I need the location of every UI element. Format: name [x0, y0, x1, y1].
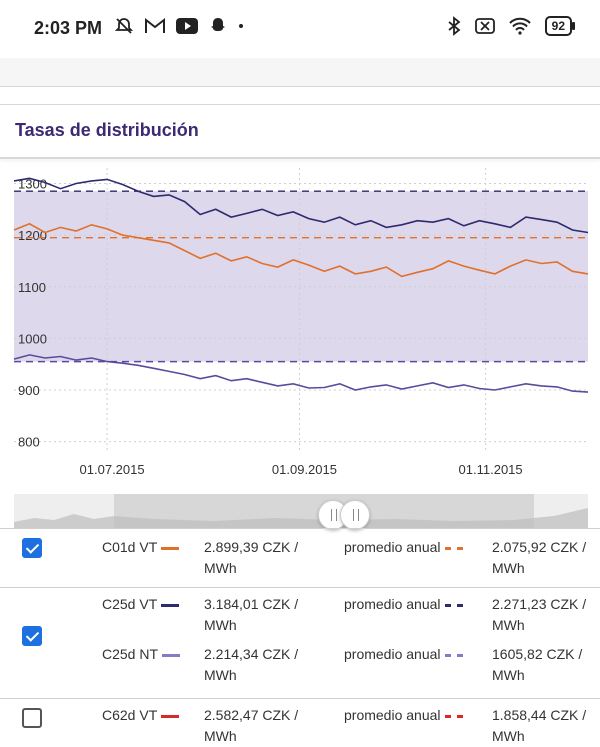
- legend-row: C62d VT 2.582,47 CZK / MWh promedio anua…: [0, 699, 600, 747]
- average-label: promedio anual: [344, 539, 441, 555]
- average-value: 1605,82 CZK / MWh: [492, 644, 592, 686]
- average-label: promedio anual: [344, 707, 441, 723]
- average-swatch: [445, 547, 463, 550]
- series-name: C62d VT: [102, 707, 157, 723]
- status-bar: 2:03 PM 92: [0, 0, 600, 58]
- series-swatch: [162, 654, 180, 657]
- series-value: 3.184,01 CZK / MWh: [204, 594, 304, 636]
- status-left-icons: [114, 16, 244, 36]
- y-tick-label: 1000: [18, 331, 47, 346]
- x-tick-label: 01.07.2015: [80, 462, 145, 477]
- average-swatch: [445, 654, 463, 657]
- average-label: promedio anual: [344, 596, 441, 612]
- series-value: 2.214,34 CZK / MWh: [204, 644, 304, 686]
- navigator-series: [14, 494, 588, 528]
- average-label: promedio anual: [344, 646, 441, 662]
- series-value: 2.582,47 CZK / MWh: [204, 705, 304, 747]
- average-swatch: [445, 604, 463, 607]
- legend-row: C01d VT 2.899,39 CZK / MWh promedio anua…: [0, 529, 600, 588]
- gmail-icon: [144, 17, 166, 35]
- average-swatch: [445, 715, 463, 718]
- navigator-handle-right[interactable]: [340, 500, 370, 530]
- chart-navigator[interactable]: [14, 494, 588, 528]
- page-title: Tasas de distribución: [15, 120, 199, 141]
- notifications-off-icon: [114, 16, 134, 36]
- series-swatch: [161, 547, 179, 550]
- dot-icon: [238, 23, 244, 29]
- series-swatch: [161, 715, 179, 718]
- y-tick-label: 800: [18, 435, 40, 450]
- average-value: 1.858,44 CZK / MWh: [492, 705, 592, 747]
- bluetooth-icon: [447, 16, 461, 36]
- series-name: C25d NT: [102, 646, 158, 662]
- youtube-icon: [176, 18, 198, 34]
- legend-row: C25d NT 2.214,34 CZK / MWh promedio anua…: [0, 640, 600, 699]
- status-right-icons: 92: [447, 16, 572, 36]
- series-legend-table: C01d VT 2.899,39 CZK / MWh promedio anua…: [0, 528, 600, 747]
- series-checkbox-c25d[interactable]: [22, 626, 42, 646]
- status-time: 2:03 PM: [34, 18, 102, 39]
- average-value: 2.271,23 CZK / MWh: [492, 594, 592, 636]
- series-name: C25d VT: [102, 596, 157, 612]
- series-swatch: [161, 604, 179, 607]
- legend-row: C25d VT 3.184,01 CZK / MWh promedio anua…: [0, 588, 600, 641]
- series-name: C01d VT: [102, 539, 157, 555]
- series-checkbox-c62d[interactable]: [22, 708, 42, 728]
- series-checkbox-c01d[interactable]: [22, 538, 42, 558]
- title-divider: [0, 157, 600, 159]
- x-tick-label: 01.09.2015: [272, 462, 337, 477]
- series-value: 2.899,39 CZK / MWh: [204, 537, 304, 579]
- top-band: [0, 58, 600, 87]
- average-value: 2.075,92 CZK / MWh: [492, 537, 592, 579]
- divider: [0, 104, 600, 105]
- no-sim-icon: [475, 18, 495, 34]
- y-tick-label: 1100: [18, 280, 46, 295]
- snapchat-icon: [208, 16, 228, 36]
- wifi-icon: [509, 17, 531, 35]
- y-tick-label: 900: [18, 383, 40, 398]
- x-tick-label: 01.11.2015: [459, 462, 523, 477]
- average-band: [14, 191, 588, 361]
- battery-icon: 92: [545, 16, 572, 36]
